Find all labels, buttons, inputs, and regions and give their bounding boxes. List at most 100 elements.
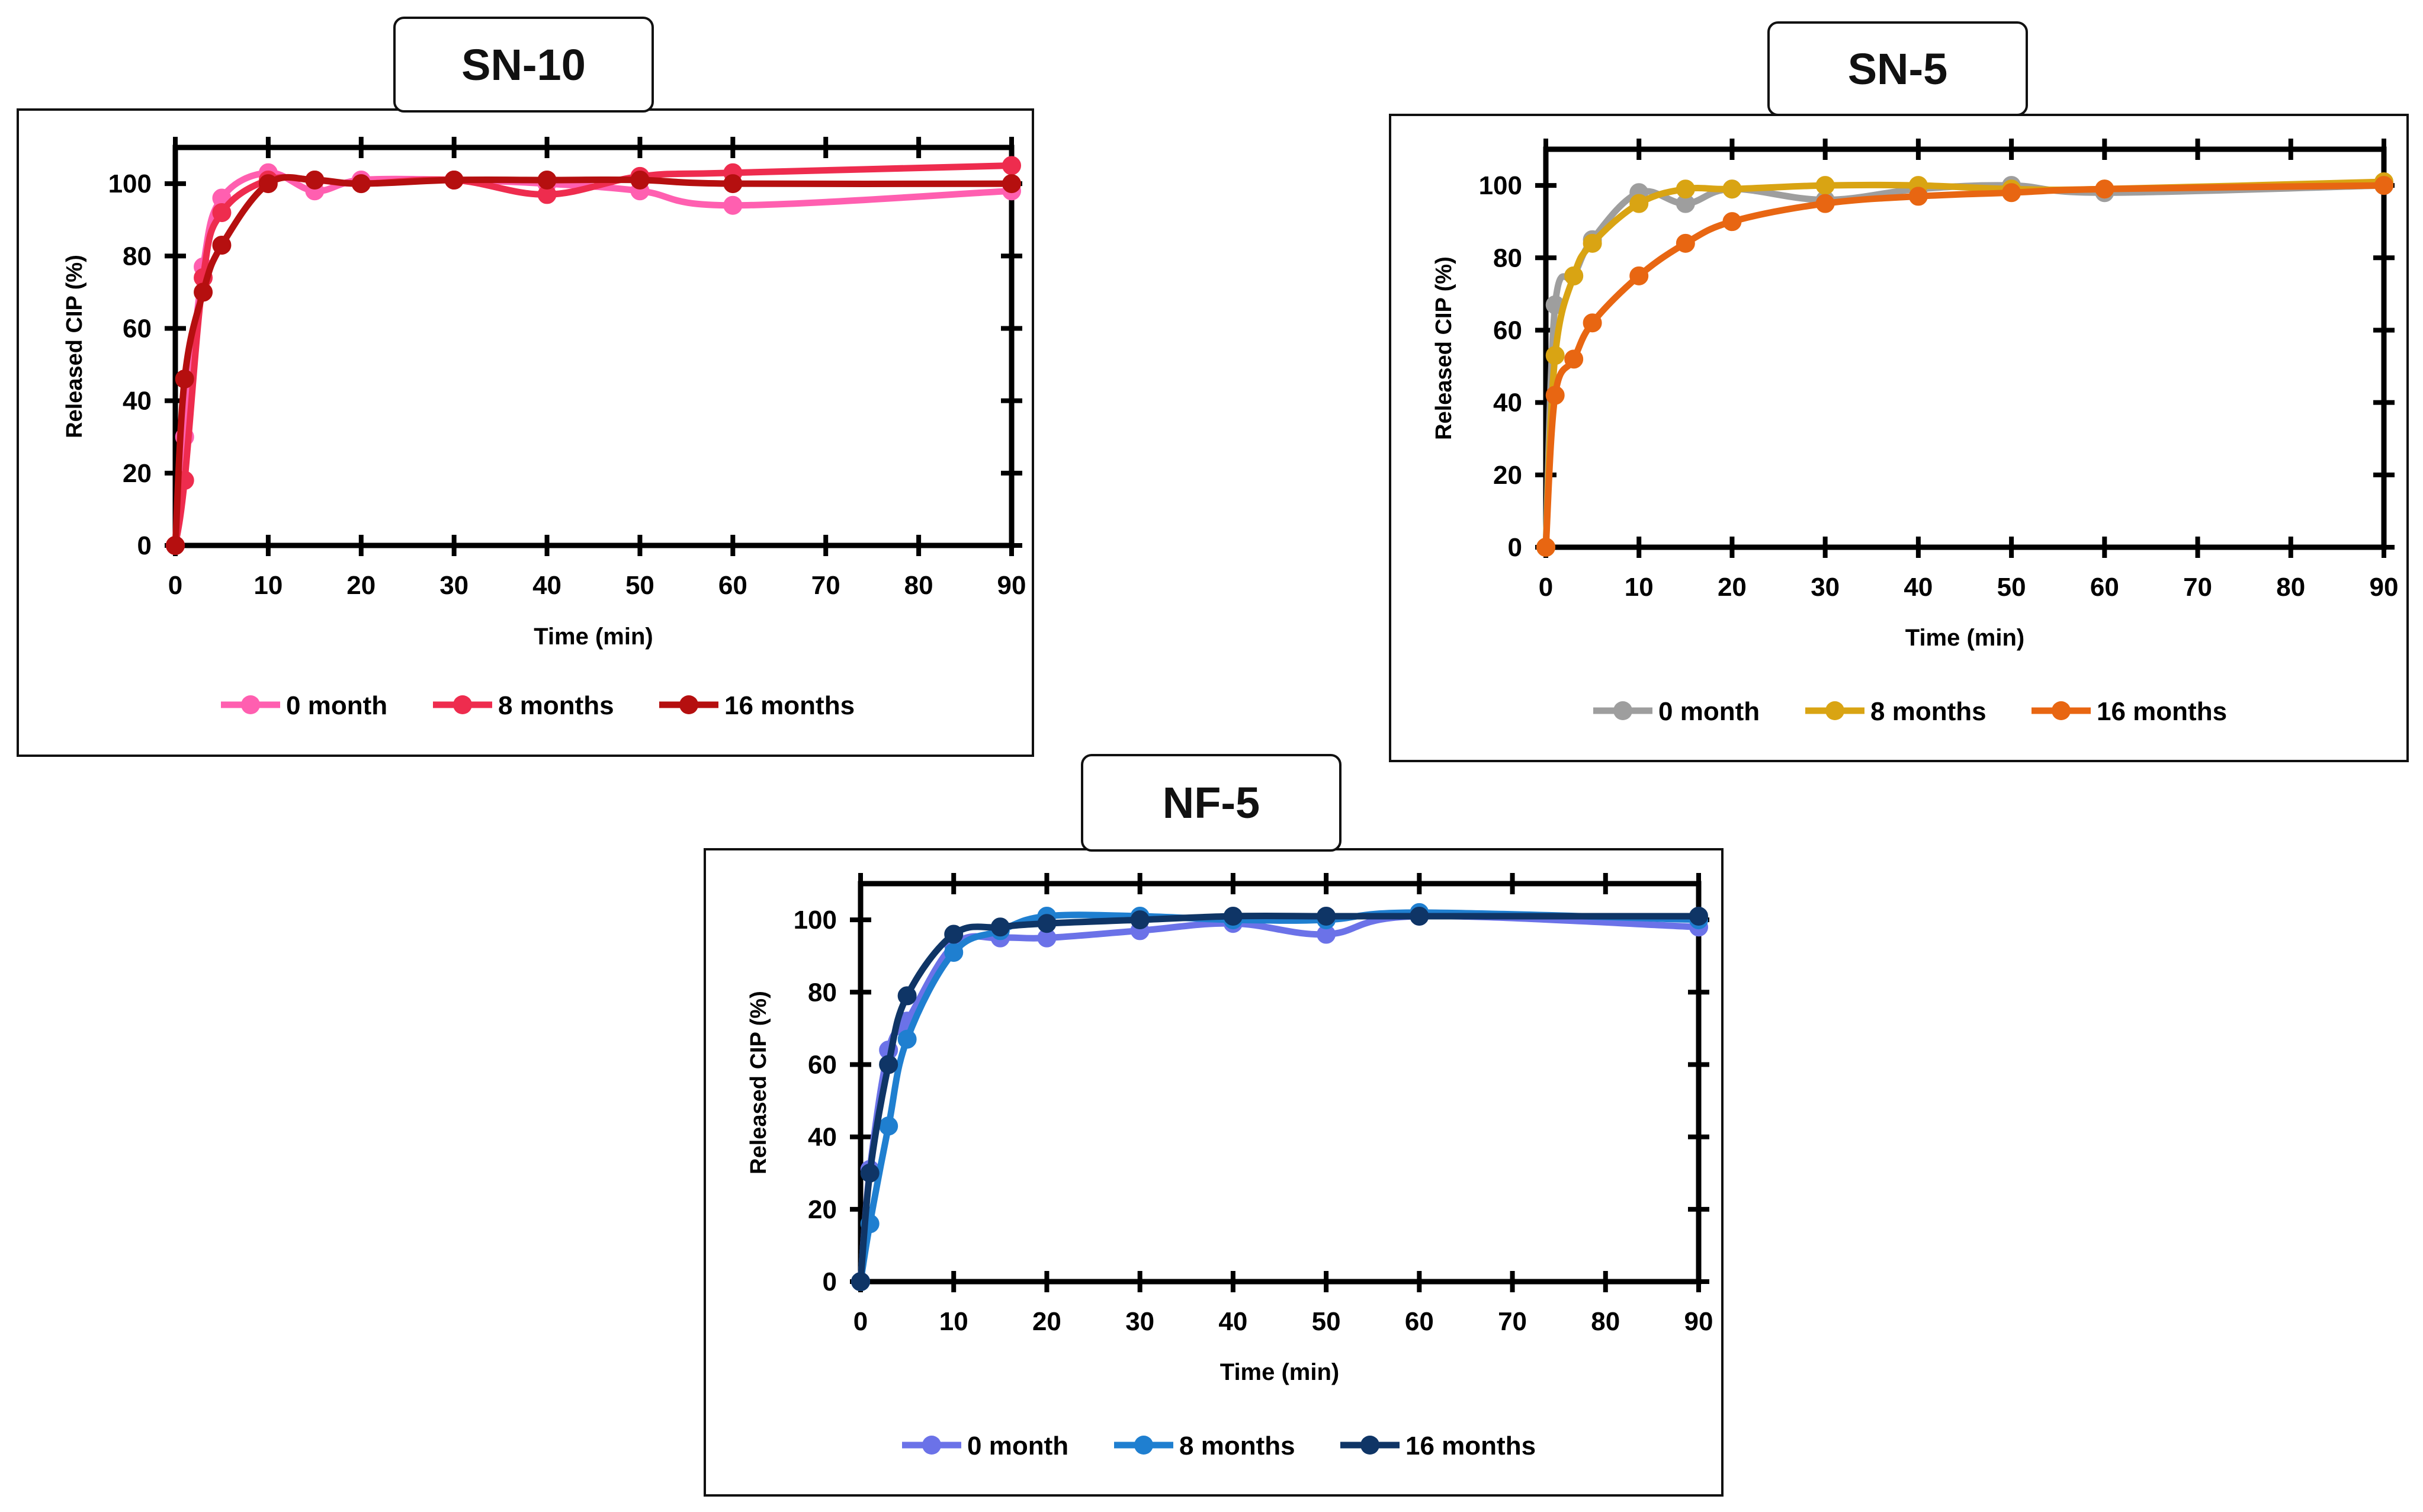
sn5-title: SN-5 [1767, 21, 2028, 116]
x-tick-label: 0 [853, 1307, 868, 1336]
x-tick-label: 20 [1718, 573, 1747, 602]
data-point [1629, 194, 1649, 213]
data-point [1002, 174, 1021, 194]
x-tick-label: 50 [1997, 573, 2026, 602]
sn10-title: SN-10 [393, 17, 654, 113]
y-tick-label: 40 [1493, 389, 1522, 418]
data-point [1815, 176, 1835, 195]
data-point [1002, 156, 1021, 175]
data-point [1317, 906, 1336, 926]
data-point [1722, 212, 1742, 232]
x-tick-label: 40 [532, 571, 561, 600]
x-tick-label: 60 [2090, 573, 2119, 602]
x-tick-label: 60 [718, 571, 747, 600]
data-point [444, 170, 464, 190]
data-point [1545, 346, 1565, 365]
legend-label: 16 months [724, 691, 855, 720]
data-point [1564, 349, 1584, 369]
legend-swatch-marker [1613, 701, 1632, 720]
x-tick-label: 90 [997, 571, 1026, 600]
data-point [537, 170, 557, 190]
data-point [944, 943, 964, 962]
x-tick-label: 30 [439, 571, 468, 600]
plot-area-border [858, 881, 1702, 1285]
legend-label: 16 months [2097, 697, 2227, 726]
x-tick-label: 10 [939, 1307, 968, 1336]
x-tick-label: 20 [1032, 1307, 1061, 1336]
data-point [1583, 233, 1602, 253]
x-tick-label: 40 [1904, 573, 1933, 602]
x-axis-label: Time (min) [1220, 1359, 1340, 1385]
x-axis-label: Time (min) [534, 624, 653, 650]
data-point [175, 369, 194, 389]
y-tick-label: 60 [1493, 316, 1522, 345]
y-tick-label: 80 [123, 242, 152, 271]
y-tick-label: 40 [808, 1123, 837, 1152]
series-line-2 [1542, 182, 2387, 551]
legend-swatch-marker [241, 695, 260, 714]
legend-label: 0 month [286, 691, 387, 720]
data-point [1908, 187, 1928, 206]
y-tick-label: 20 [123, 459, 152, 488]
x-tick-label: 50 [1312, 1307, 1341, 1336]
legend-swatch-marker [1134, 1436, 1153, 1455]
x-tick-label: 70 [1498, 1307, 1527, 1336]
x-tick-label: 10 [253, 571, 283, 600]
data-point [1722, 179, 1742, 199]
series-line-2 [857, 912, 1702, 1285]
data-point [2374, 176, 2393, 195]
series-line-2 [172, 174, 1015, 549]
data-point [166, 536, 185, 555]
y-tick-label: 40 [123, 387, 152, 416]
y-tick-label: 20 [1493, 461, 1522, 490]
data-point [1037, 914, 1057, 933]
sn5-chart: 0 10 20 30 40 50 60 70 80 90 0 20 40 60 80 100 Time (min… [1432, 139, 2399, 726]
legend-label: 8 months [1870, 697, 1986, 726]
series-line-0 [1542, 182, 2387, 551]
y-tick-label: 80 [1493, 243, 1522, 272]
x-tick-label: 90 [2370, 573, 2399, 602]
x-tick-label: 50 [625, 571, 654, 600]
series-line-1 [857, 909, 1702, 1285]
data-point [944, 924, 964, 944]
data-point [723, 174, 743, 194]
y-tick-label: 80 [808, 978, 837, 1007]
data-point [194, 283, 213, 302]
data-point [1676, 233, 1695, 253]
x-tick-label: 0 [168, 571, 182, 600]
legend-label: 8 months [1179, 1431, 1295, 1460]
y-axis-label: Released CIP (%) [62, 255, 87, 438]
x-tick-label: 70 [811, 571, 840, 600]
x-tick-label: 0 [1539, 573, 1553, 602]
y-tick-label: 100 [1479, 171, 1522, 200]
legend-label: 8 months [498, 691, 614, 720]
y-tick-label: 100 [794, 906, 837, 935]
x-tick-label: 70 [2183, 573, 2212, 602]
data-point [1223, 906, 1243, 926]
data-point [212, 203, 232, 222]
y-tick-label: 0 [1508, 533, 1522, 562]
legend-swatch-marker [1825, 701, 1844, 720]
y-tick-label: 60 [123, 314, 152, 343]
legend-swatch-marker [922, 1436, 941, 1455]
data-point [851, 1272, 870, 1291]
data-point [879, 1116, 898, 1136]
x-tick-label: 40 [1218, 1307, 1247, 1336]
legend-swatch-marker [679, 695, 698, 714]
data-point [351, 174, 371, 194]
x-tick-label: 80 [2276, 573, 2305, 602]
data-point [2095, 179, 2114, 199]
sn10-chart: 0 10 20 30 40 50 60 70 80 90 0 20 40 60 80 100 Time (min… [62, 137, 1026, 720]
nf5-title: NF-5 [1081, 754, 1342, 852]
x-tick-label: 10 [1625, 573, 1654, 602]
series-line-1 [1542, 178, 2387, 551]
data-point [258, 174, 278, 194]
data-point [1410, 906, 1429, 926]
legend-label: 16 months [1405, 1431, 1536, 1460]
x-axis-label: Time (min) [1905, 625, 2025, 651]
x-tick-label: 80 [904, 571, 933, 600]
series-line-0 [172, 169, 1015, 549]
legend-label: 0 month [1658, 697, 1760, 726]
data-point [990, 917, 1010, 937]
x-tick-label: 30 [1811, 573, 1840, 602]
